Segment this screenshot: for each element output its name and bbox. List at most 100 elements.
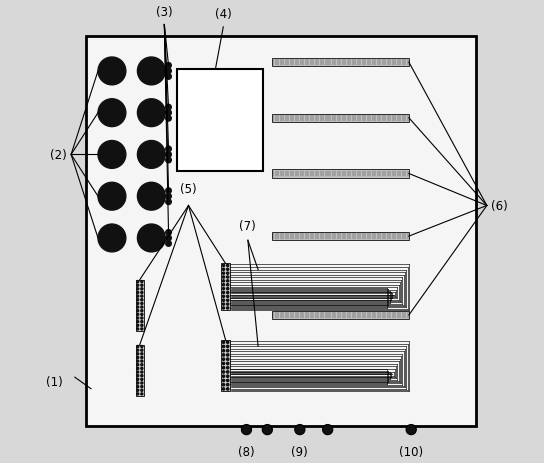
Circle shape: [141, 288, 143, 290]
Bar: [177, 69, 263, 171]
Circle shape: [137, 313, 139, 316]
Circle shape: [227, 288, 229, 290]
Circle shape: [137, 371, 139, 373]
Circle shape: [166, 236, 171, 241]
Circle shape: [227, 284, 229, 286]
Circle shape: [98, 225, 126, 252]
Circle shape: [137, 310, 139, 312]
Circle shape: [137, 389, 139, 391]
Circle shape: [141, 371, 143, 373]
Bar: [135, 280, 144, 331]
Circle shape: [137, 346, 139, 348]
Text: (1): (1): [46, 375, 63, 388]
Circle shape: [137, 382, 139, 384]
Circle shape: [222, 272, 225, 275]
Circle shape: [226, 388, 229, 390]
Circle shape: [137, 378, 139, 381]
Text: (10): (10): [399, 445, 423, 458]
Circle shape: [222, 284, 225, 286]
Circle shape: [138, 141, 165, 169]
Circle shape: [137, 325, 139, 326]
Circle shape: [141, 364, 143, 366]
Circle shape: [227, 303, 229, 306]
Circle shape: [138, 183, 165, 211]
Circle shape: [222, 280, 225, 282]
Circle shape: [137, 357, 139, 359]
Circle shape: [227, 300, 229, 302]
Circle shape: [222, 350, 225, 352]
Circle shape: [137, 321, 139, 323]
Bar: [272, 232, 409, 241]
Circle shape: [222, 375, 225, 377]
Circle shape: [141, 360, 143, 363]
Circle shape: [295, 425, 305, 435]
Circle shape: [406, 425, 416, 435]
Circle shape: [226, 380, 229, 382]
Circle shape: [226, 367, 229, 369]
Bar: [272, 170, 409, 178]
Circle shape: [226, 358, 229, 361]
Circle shape: [98, 183, 126, 211]
Text: (2): (2): [50, 149, 66, 162]
Circle shape: [141, 317, 143, 319]
Circle shape: [222, 303, 225, 306]
Circle shape: [141, 378, 143, 381]
Circle shape: [141, 307, 143, 308]
Circle shape: [262, 425, 273, 435]
Text: (8): (8): [238, 445, 255, 458]
Bar: [272, 114, 409, 123]
Circle shape: [323, 425, 333, 435]
Circle shape: [137, 328, 139, 330]
Circle shape: [137, 360, 139, 363]
Circle shape: [141, 281, 143, 283]
Text: (6): (6): [491, 200, 508, 213]
Circle shape: [227, 276, 229, 278]
Circle shape: [98, 100, 126, 127]
Circle shape: [141, 353, 143, 355]
Circle shape: [141, 389, 143, 391]
Circle shape: [137, 292, 139, 294]
Text: (5): (5): [180, 183, 197, 196]
Circle shape: [226, 384, 229, 386]
Text: (7): (7): [239, 219, 256, 232]
Circle shape: [137, 295, 139, 298]
Circle shape: [226, 341, 229, 344]
Circle shape: [166, 152, 171, 158]
Circle shape: [141, 310, 143, 312]
Circle shape: [226, 345, 229, 348]
Circle shape: [166, 63, 171, 69]
Circle shape: [138, 58, 165, 86]
Circle shape: [222, 307, 225, 309]
Circle shape: [137, 350, 139, 351]
Circle shape: [242, 425, 251, 435]
Circle shape: [226, 375, 229, 377]
Bar: [135, 345, 144, 396]
Circle shape: [141, 328, 143, 330]
Circle shape: [166, 116, 171, 122]
Circle shape: [141, 321, 143, 323]
Circle shape: [227, 295, 229, 298]
Circle shape: [166, 194, 171, 200]
Circle shape: [141, 368, 143, 369]
Circle shape: [222, 363, 225, 365]
Circle shape: [166, 147, 171, 152]
Circle shape: [141, 382, 143, 384]
Circle shape: [227, 272, 229, 275]
Circle shape: [222, 388, 225, 390]
Circle shape: [137, 317, 139, 319]
Circle shape: [166, 75, 171, 80]
Text: (4): (4): [215, 8, 232, 21]
Circle shape: [222, 354, 225, 357]
Circle shape: [141, 350, 143, 351]
Bar: [221, 340, 230, 391]
Circle shape: [137, 386, 139, 388]
Bar: [86, 37, 476, 426]
Circle shape: [141, 346, 143, 348]
Circle shape: [222, 384, 225, 386]
Circle shape: [166, 69, 171, 75]
Circle shape: [222, 300, 225, 302]
Circle shape: [141, 386, 143, 388]
Text: (3): (3): [156, 6, 172, 19]
Circle shape: [226, 371, 229, 373]
Circle shape: [222, 295, 225, 298]
